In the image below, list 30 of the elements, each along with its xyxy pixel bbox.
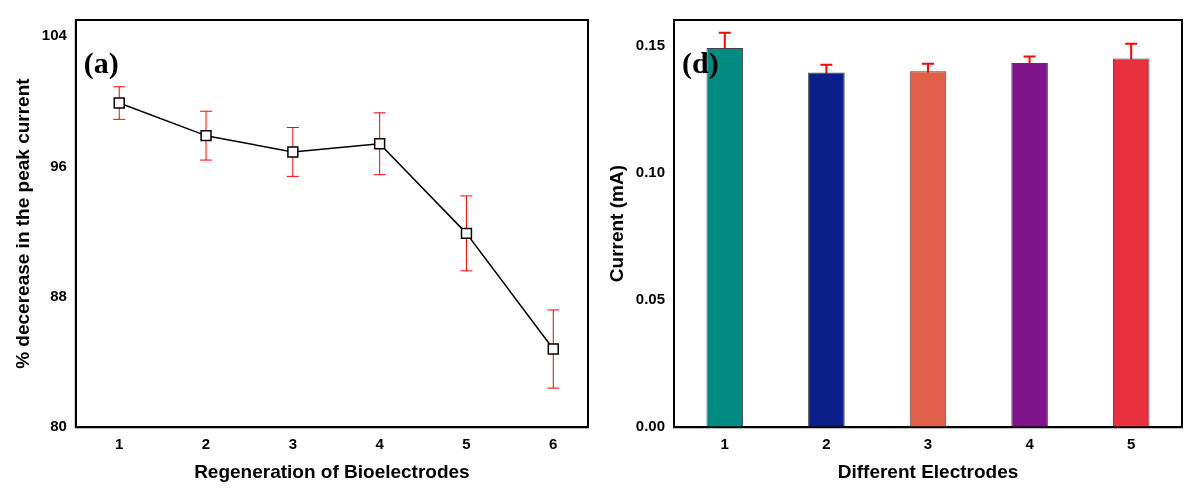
x-tick-label: 3	[923, 435, 933, 453]
annotation: (a)	[83, 45, 119, 80]
y-tick-label: 88	[50, 287, 67, 305]
x-tick-label: 1	[720, 435, 729, 453]
y-axis-title: Current (mA)	[605, 165, 627, 283]
x-tick-label: 1	[115, 435, 124, 453]
y-tick-label: 104	[41, 26, 68, 44]
y-axis-title: % decerease in the peak current	[11, 77, 33, 369]
point	[287, 146, 299, 158]
point	[373, 138, 386, 150]
y-tick-label: 0.10	[635, 162, 665, 180]
x-tick-label: 3	[288, 435, 298, 453]
y-tick-label: 0.15	[635, 35, 665, 53]
x-tick-label: 2	[822, 435, 831, 453]
point	[200, 129, 212, 142]
x-tick-label: 5	[1127, 435, 1136, 453]
x-axis-title: Regeneration of Bioelectrodes	[194, 460, 470, 482]
point	[460, 227, 473, 240]
y-tick-label: 96	[50, 156, 67, 174]
y-tick-label: 0.05	[635, 290, 665, 308]
x-tick-label: 6	[549, 435, 558, 453]
x-tick-label: 4	[375, 435, 385, 453]
point	[547, 343, 559, 355]
point	[113, 97, 125, 109]
y-tick-label: 80	[50, 417, 67, 435]
y-tick-label: 0.00	[635, 417, 665, 435]
x-tick-label: 4	[1025, 435, 1035, 453]
x-axis-title: Different Electrodes	[837, 460, 1019, 482]
x-tick-label: 5	[462, 435, 471, 453]
x-tick-label: 2	[201, 435, 211, 453]
